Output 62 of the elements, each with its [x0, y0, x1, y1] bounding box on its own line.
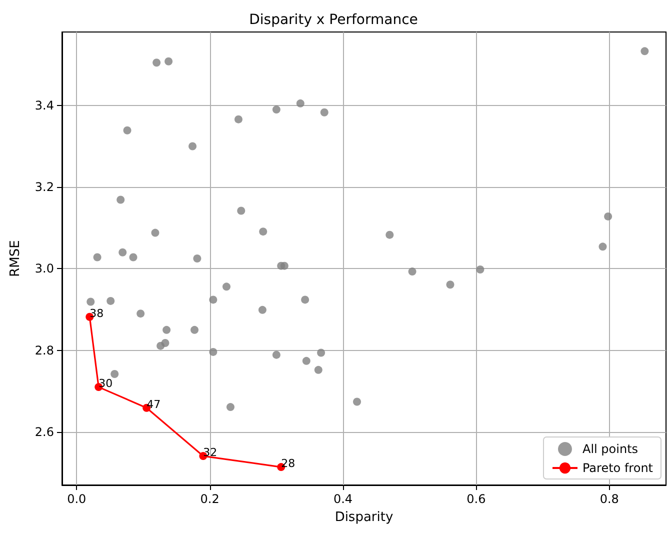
- y-tick-label: 2.6: [34, 424, 54, 439]
- point: [164, 57, 173, 66]
- y-tick-label: 2.8: [34, 343, 54, 358]
- x-tick-label: 0.8: [600, 492, 619, 506]
- annotation: 30: [98, 377, 113, 390]
- x-axis-title: Disparity: [334, 510, 394, 525]
- x-tick-label: 0.4: [333, 492, 353, 506]
- point: [156, 342, 165, 350]
- point: [302, 356, 310, 365]
- point: [476, 266, 484, 274]
- point: [151, 228, 160, 237]
- point: [162, 326, 171, 334]
- point: [296, 99, 304, 108]
- annotation: 47: [146, 398, 161, 411]
- point: [259, 228, 268, 236]
- x-tick-label: 0.2: [200, 492, 220, 506]
- annotation: 28: [281, 457, 296, 470]
- point: [301, 296, 310, 304]
- point: [353, 398, 362, 406]
- point: [320, 108, 328, 116]
- annotation: 38: [90, 306, 104, 320]
- y-tick-label: 3.4: [34, 98, 54, 112]
- point: [408, 268, 416, 276]
- point: [152, 58, 161, 67]
- point: [640, 47, 649, 56]
- point: [86, 298, 95, 306]
- point: [237, 206, 246, 215]
- point: [234, 115, 242, 124]
- point: [209, 296, 218, 304]
- point: [272, 106, 280, 114]
- point: [188, 142, 197, 150]
- x-tick-label: 0.6: [466, 492, 486, 506]
- point: [93, 253, 102, 262]
- legend-label: Pareto front: [582, 461, 654, 475]
- point: [106, 296, 115, 305]
- x-tick-label: 0.0: [67, 492, 86, 506]
- point: [123, 126, 132, 134]
- y-tick-label: 3.0: [34, 262, 54, 276]
- point: [222, 282, 230, 291]
- point: [118, 248, 127, 256]
- y-axis-title: RMSE: [8, 240, 23, 277]
- annotation: 32: [203, 446, 218, 460]
- chart-title: Disparity x Performance: [249, 12, 418, 28]
- point: [136, 310, 145, 318]
- point: [314, 366, 322, 374]
- point: [110, 370, 119, 378]
- point: [280, 262, 288, 270]
- legend-label: All points: [582, 442, 638, 456]
- y-tick-label: 3.2: [34, 180, 54, 194]
- point: [604, 212, 612, 220]
- point: [129, 253, 138, 262]
- point: [193, 254, 202, 262]
- point: [116, 196, 125, 204]
- point: [226, 403, 234, 412]
- point: [598, 242, 607, 251]
- point: [317, 348, 326, 357]
- point: [386, 230, 394, 239]
- point: [446, 280, 454, 289]
- point: [209, 348, 218, 356]
- point: [272, 350, 280, 359]
- point: [258, 306, 266, 314]
- point: [190, 326, 199, 334]
